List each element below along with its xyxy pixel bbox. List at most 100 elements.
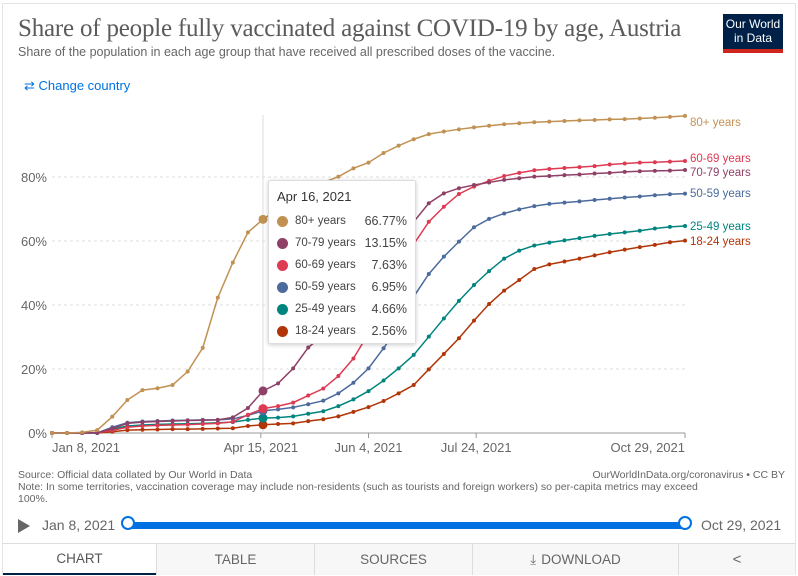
data-point (487, 123, 492, 128)
data-point (155, 386, 160, 391)
data-point (185, 418, 190, 423)
data-point (276, 407, 281, 412)
license-link[interactable]: OurWorldInData.org/coronavirus • CC BY (592, 469, 785, 481)
data-point (258, 214, 268, 224)
data-point (637, 245, 642, 250)
data-point (562, 200, 567, 205)
data-point (652, 242, 657, 247)
data-point (577, 199, 582, 204)
data-point (592, 198, 597, 203)
data-point (50, 431, 54, 435)
data-point (321, 386, 326, 391)
data-point (245, 417, 250, 422)
data-point (426, 271, 431, 276)
data-point (306, 411, 311, 416)
data-point (607, 117, 612, 122)
data-point (562, 238, 567, 243)
timeline-track[interactable] (128, 522, 685, 529)
data-point (125, 428, 130, 433)
data-point (426, 219, 431, 224)
tooltip-row: 60-69 years 7.63% (277, 254, 407, 276)
data-point (336, 414, 341, 419)
data-point (622, 247, 627, 252)
data-point (230, 260, 235, 265)
tooltip-row: 18-24 years 2.56% (277, 320, 407, 342)
data-point (637, 160, 642, 165)
data-point (396, 143, 401, 148)
timeline-start-handle[interactable] (121, 516, 135, 530)
data-point (200, 345, 205, 350)
series-label: 50-59 years (690, 188, 751, 200)
tooltip-series-value: 2.56% (371, 324, 407, 338)
tooltip: Apr 16, 2021 80+ years 66.77% 70-79 years 1… (268, 180, 416, 344)
data-point (502, 122, 507, 127)
data-point (683, 223, 687, 228)
data-point (321, 409, 326, 414)
data-point (411, 352, 416, 357)
data-point (441, 351, 446, 356)
data-point (637, 116, 642, 121)
data-point (607, 162, 612, 167)
play-icon[interactable] (18, 519, 30, 533)
data-point (276, 415, 281, 420)
tab-table[interactable]: TABLE (156, 544, 314, 575)
data-point (426, 132, 431, 137)
data-point (351, 356, 356, 361)
data-point (336, 404, 341, 409)
line-chart[interactable]: 0% 20% 40% 60% 80% Jan 8, 2021 Apr 15, 2021 Jun… (0, 0, 798, 460)
series-label: 60-69 years (690, 153, 751, 165)
timeline: Jan 8, 2021 Oct 29, 2021 (0, 514, 798, 538)
data-point (532, 174, 537, 179)
data-point (547, 201, 552, 206)
data-point (185, 422, 190, 427)
data-point (547, 119, 552, 124)
data-point (291, 366, 296, 371)
tab-download[interactable]: ⤓ DOWNLOAD (472, 544, 678, 575)
data-point (411, 137, 416, 142)
data-point (456, 336, 461, 341)
data-point (456, 191, 461, 196)
data-point (517, 207, 522, 212)
data-point (366, 405, 371, 410)
tooltip-series-value: 7.63% (371, 258, 407, 272)
series-label: 70-79 years (690, 167, 751, 179)
data-point (517, 176, 522, 181)
change-country-button[interactable]: ⇄ Change country (24, 78, 130, 94)
data-point (622, 117, 627, 122)
series-label: 80+ years (690, 117, 741, 129)
data-point (652, 226, 657, 231)
data-point (683, 238, 687, 243)
tab-share[interactable]: < (678, 544, 795, 575)
data-point (472, 318, 476, 323)
data-point (532, 120, 537, 125)
tab-chart[interactable]: CHART (3, 544, 156, 575)
data-point (667, 224, 672, 229)
timeline-end-handle[interactable] (678, 516, 692, 530)
owid-logo[interactable]: Our World in Data (723, 14, 783, 53)
data-point (487, 180, 492, 185)
y-tick-label: 0% (28, 426, 47, 441)
data-point (215, 417, 220, 422)
series-label: 25-49 years (690, 221, 751, 233)
tab-sources[interactable]: SOURCES (314, 544, 472, 575)
data-point (667, 168, 672, 173)
data-point (258, 404, 268, 414)
series-color-dot (277, 325, 288, 337)
data-point (456, 186, 461, 191)
data-point (291, 405, 296, 410)
data-point (426, 201, 431, 206)
data-point (426, 367, 431, 372)
data-point (577, 118, 582, 123)
data-point (472, 183, 476, 187)
tooltip-series-name: 60-69 years (295, 259, 356, 271)
data-point (592, 118, 597, 123)
data-point (140, 423, 145, 428)
data-point (321, 417, 326, 422)
data-point (532, 168, 537, 173)
data-point (667, 192, 672, 197)
data-point (110, 414, 115, 419)
data-point (258, 386, 268, 396)
tooltip-series-value: 6.95% (371, 280, 407, 294)
data-point (592, 253, 597, 258)
data-point (577, 236, 582, 241)
